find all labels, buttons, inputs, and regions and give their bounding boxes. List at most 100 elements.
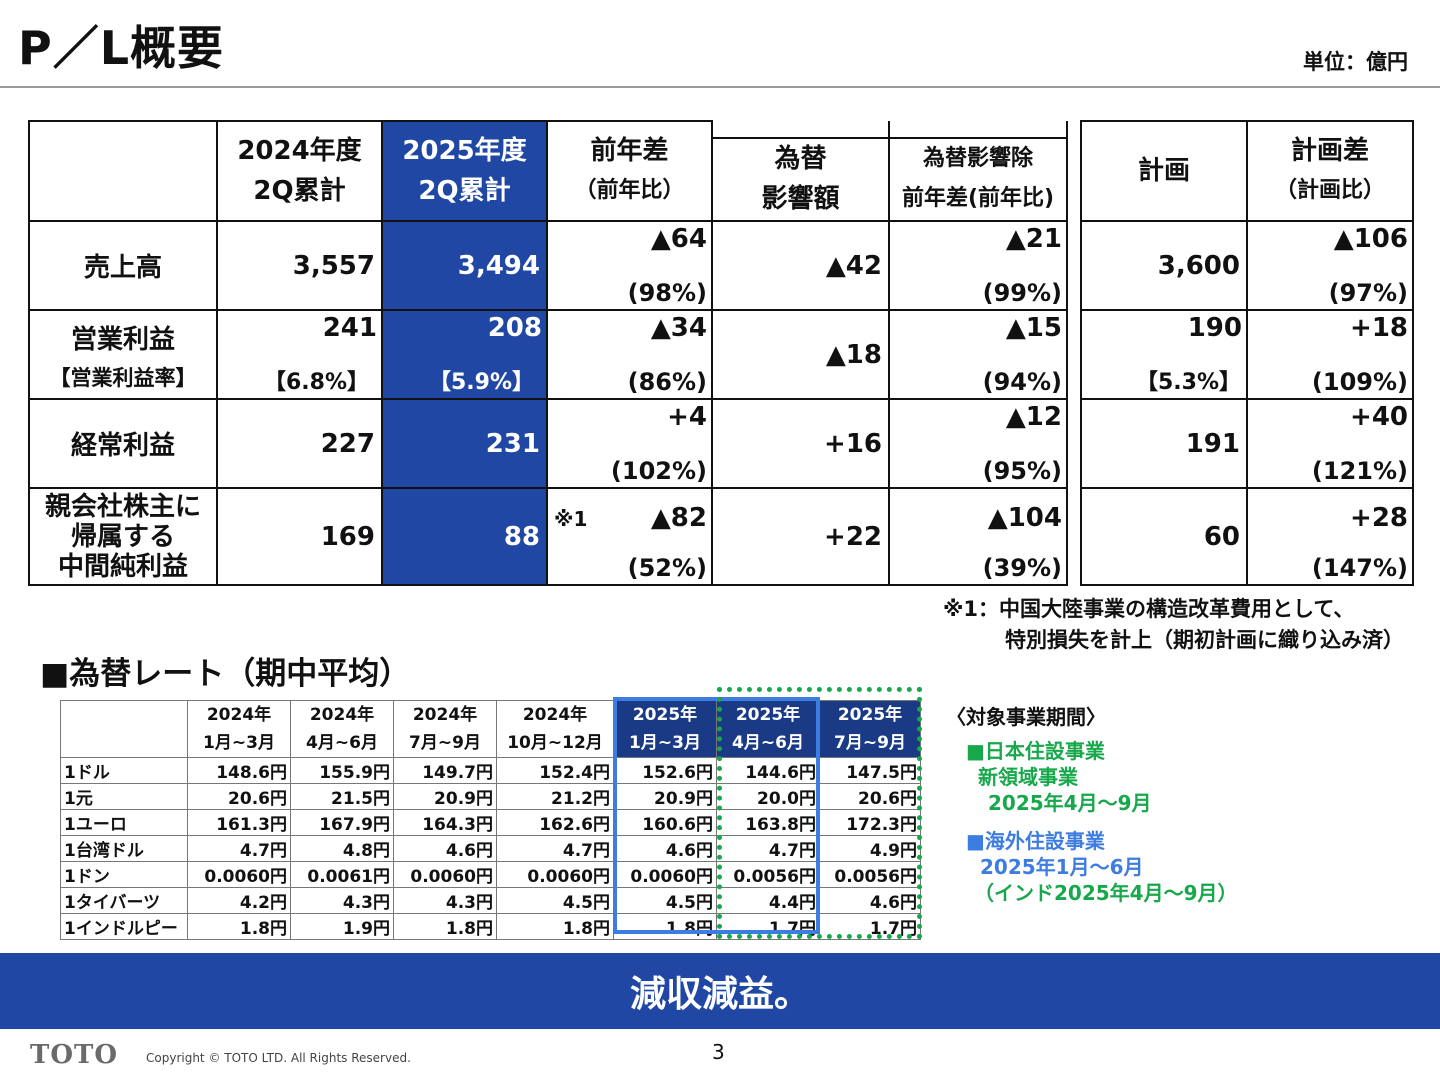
- fx-currency-label: 1ドル: [60, 757, 188, 784]
- fx-rate-cell: 4.5円: [496, 887, 614, 914]
- fx-rate-cell: 4.6円: [613, 835, 717, 862]
- fx-rate-cell: 1.7円: [819, 913, 921, 940]
- fx-body: 1ドル 148.6円 155.9円 149.7円 152.4円 152.6円 144.6円 1…: [60, 757, 921, 940]
- cell-sales-2025: 3,494: [381, 220, 548, 311]
- fx-currency-label: 1タイバーツ: [60, 887, 188, 914]
- fx-col-header: 2024年 7月~9月: [393, 700, 497, 758]
- page-number: 3: [712, 1040, 725, 1064]
- fx-rate-cell: 4.6円: [819, 887, 921, 914]
- header-plan-diff: 計画差 （計画比）: [1246, 120, 1414, 222]
- copyright: Copyright © TOTO LTD. All Rights Reserve…: [146, 1051, 411, 1065]
- plan-table: 計画 計画差 （計画比） 3,600 ▲106 (97%) 190 【5.3%】 +1…: [1080, 120, 1414, 586]
- fx-rate-cell: 160.6円: [613, 809, 717, 836]
- cell-op-exfx: ▲15 (94%): [888, 309, 1068, 400]
- cell-net-fx: +22: [711, 487, 890, 586]
- fx-rate-cell: 4.9円: [819, 835, 921, 862]
- fx-rate-cell: 4.7円: [496, 835, 614, 862]
- fx-rate-cell: 4.3円: [393, 887, 497, 914]
- fx-rate-cell: 4.2円: [187, 887, 291, 914]
- fx-rate-cell: 0.0061円: [290, 861, 394, 888]
- table-row: 親会社株主に 帰属する 中間純利益 169 88 ※1 ▲82 (52%) +22 ▲1…: [28, 487, 1068, 586]
- cell-op-plandiff: +18 (109%): [1246, 309, 1414, 400]
- note-marker: ※1: [554, 507, 588, 531]
- summary-banner: 減収減益。: [0, 953, 1440, 1029]
- row-label-sales: 売上高: [28, 220, 218, 311]
- fx-rate-cell: 1.8円: [393, 913, 497, 940]
- cell-op-2024: 241 【6.8%】: [216, 309, 383, 400]
- header-2025: 2025年度 2Q累計: [381, 120, 548, 222]
- table-row: 経常利益 227 231 +4 (102%) +16 ▲12 (95%): [28, 398, 1068, 489]
- cell-net-exfx: ▲104 (39%): [888, 487, 1068, 586]
- cell-net-plan: 60: [1080, 487, 1248, 586]
- fx-rate-cell: 4.7円: [187, 835, 291, 862]
- fx-col-header: 2025年 1月~3月: [613, 700, 717, 758]
- fx-currency-label: 1元: [60, 783, 188, 810]
- pl-summary-table: 2024年度 2Q累計 2025年度 2Q累計 前年差 （前年比） 為替 影響額 為替影…: [28, 120, 1068, 586]
- cell-sales-plandiff: ▲106 (97%): [1246, 220, 1414, 311]
- fx-rate-cell: 4.7円: [716, 835, 820, 862]
- fx-rate-cell: 149.7円: [393, 757, 497, 784]
- fx-rate-cell: 152.6円: [613, 757, 717, 784]
- cell-sales-plan: 3,600: [1080, 220, 1248, 311]
- fx-rate-cell: 144.6円: [716, 757, 820, 784]
- fx-rate-table: 2024年 1月~3月 2024年 4月~6月 2024年 7月~9月 2024年 10…: [60, 700, 921, 940]
- fx-col-header: 2025年 4月~6月: [716, 700, 820, 758]
- legend-overseas: ■海外住設事業 2025年1月～6月: [966, 829, 1144, 879]
- fx-rate-cell: 0.0056円: [819, 861, 921, 888]
- fx-rate-cell: 0.0056円: [716, 861, 820, 888]
- fx-rate-cell: 167.9円: [290, 809, 394, 836]
- header-2024: 2024年度 2Q累計: [216, 120, 383, 222]
- cell-net-plandiff: +28 (147%): [1246, 487, 1414, 586]
- fx-rate-cell: 147.5円: [819, 757, 921, 784]
- cell-net-2024: 169: [216, 487, 383, 586]
- fx-col-header: 2024年 10月~12月: [496, 700, 614, 758]
- fx-row: 1元 20.6円 21.5円 20.9円 21.2円 20.9円 20.0円 20.6円: [60, 783, 921, 810]
- fx-rate-cell: 4.3円: [290, 887, 394, 914]
- fx-rate-cell: 1.8円: [613, 913, 717, 940]
- cell-op-2025: 208 【5.9%】: [381, 309, 548, 400]
- fx-rate-cell: 0.0060円: [187, 861, 291, 888]
- fx-col-header: 2024年 4月~6月: [290, 700, 394, 758]
- fx-rate-cell: 21.2円: [496, 783, 614, 810]
- fx-col-header: 2025年 7月~9月: [819, 700, 921, 758]
- cell-sales-diff: ▲64 (98%): [546, 220, 713, 311]
- fx-rate-cell: 155.9円: [290, 757, 394, 784]
- fx-currency-label: 1ユーロ: [60, 809, 188, 836]
- title-divider: [0, 86, 1440, 88]
- cell-op-diff: ▲34 (86%): [546, 309, 713, 400]
- fx-rate-cell: 4.4円: [716, 887, 820, 914]
- fx-rate-cell: 1.8円: [496, 913, 614, 940]
- fx-rate-cell: 20.9円: [393, 783, 497, 810]
- cell-op-plan: 190 【5.3%】: [1080, 309, 1248, 400]
- header-fx-impact: 為替 影響額: [711, 121, 890, 222]
- table-row: 60 +28 (147%): [1080, 487, 1414, 586]
- fx-rate-cell: 21.5円: [290, 783, 394, 810]
- header-blank: [28, 120, 218, 222]
- cell-ord-exfx: ▲12 (95%): [888, 398, 1068, 489]
- cell-sales-2024: 3,557: [216, 220, 383, 311]
- table-row: 売上高 3,557 3,494 ▲64 (98%) ▲42 ▲21 (99%): [28, 220, 1068, 311]
- fx-row: 1タイバーツ 4.2円 4.3円 4.3円 4.5円 4.5円 4.4円 4.6円: [60, 887, 921, 914]
- fx-rate-cell: 4.6円: [393, 835, 497, 862]
- table-row: 190 【5.3%】 +18 (109%): [1080, 309, 1414, 400]
- fx-rate-cell: 162.6円: [496, 809, 614, 836]
- period-legend: 〈対象事業期間〉 ■日本住設事業 新領域事業 2025年4月～9月 ■海外住設事…: [946, 704, 1238, 906]
- legend-japan: ■日本住設事業 新領域事業 2025年4月～9月: [966, 739, 1152, 815]
- cell-ord-plandiff: +40 (121%): [1246, 398, 1414, 489]
- unit-label: 単位：億円: [1303, 50, 1408, 74]
- fx-rate-cell: 152.4円: [496, 757, 614, 784]
- fx-rate-cell: 0.0060円: [393, 861, 497, 888]
- fx-rate-cell: 20.6円: [819, 783, 921, 810]
- cell-sales-exfx: ▲21 (99%): [888, 220, 1068, 311]
- fx-currency-label: 1インドルピー: [60, 913, 188, 940]
- fx-rate-cell: 0.0060円: [496, 861, 614, 888]
- table-row: 営業利益 【営業利益率】 241 【6.8%】 208 【5.9%】 ▲34 (86%)…: [28, 309, 1068, 400]
- fx-rate-cell: 172.3円: [819, 809, 921, 836]
- fx-rate-cell: 4.5円: [613, 887, 717, 914]
- fx-row: 1ドル 148.6円 155.9円 149.7円 152.4円 152.6円 144.6円 1…: [60, 757, 921, 784]
- fx-rate-cell: 20.6円: [187, 783, 291, 810]
- fx-rate-cell: 161.3円: [187, 809, 291, 836]
- fx-currency-label: 1台湾ドル: [60, 835, 188, 862]
- cell-ord-fx: +16: [711, 398, 890, 489]
- legend-head: 〈対象事業期間〉: [946, 705, 1106, 729]
